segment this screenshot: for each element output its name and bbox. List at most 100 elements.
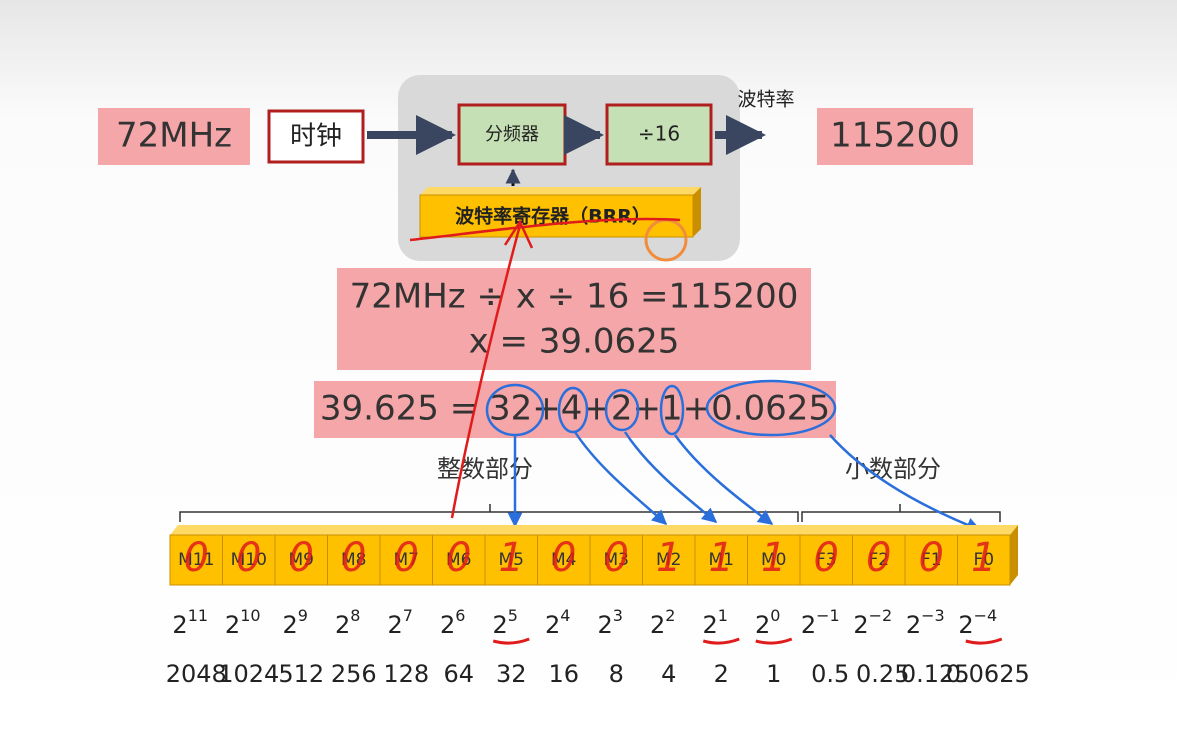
bit-cell: [484, 534, 538, 586]
weight: 256: [331, 660, 377, 688]
power-exponent: 2: [665, 606, 675, 625]
handwritten-digit: 0: [551, 535, 576, 581]
weight: 2048: [166, 660, 227, 688]
power-base: 2: [755, 611, 770, 639]
power: 211: [172, 606, 208, 640]
equation-box: [337, 268, 811, 370]
input-box: [98, 108, 250, 165]
bit-cell: [222, 534, 276, 586]
bit-cell: [327, 534, 381, 586]
weight: 1: [766, 660, 781, 688]
power-exponent: 3: [613, 606, 623, 625]
equation-line: 72MHz ÷ x ÷ 16 =115200: [350, 277, 799, 317]
bit-cell: [169, 534, 223, 586]
power: 29: [283, 606, 308, 640]
annotation: [492, 637, 530, 645]
power: 23: [598, 606, 623, 640]
weight: 4: [661, 660, 676, 688]
equation-line: x = 39.0625: [469, 322, 680, 362]
bit-row-side: [1010, 525, 1018, 585]
power-base: 2: [906, 611, 921, 639]
clock-box: [267, 109, 365, 164]
annotation: [965, 637, 1003, 645]
bit-label: M5: [499, 550, 524, 570]
power: 2−2: [853, 606, 892, 640]
power: 2−3: [906, 606, 945, 640]
weight: 0.25: [856, 660, 909, 688]
handwritten-digit: 0: [184, 535, 209, 581]
handwritten-digit: 1: [656, 535, 681, 581]
decomposition-box: [314, 381, 836, 438]
power: 2−1: [801, 606, 840, 640]
bit-label: M2: [656, 550, 681, 570]
power-exponent: 9: [298, 606, 308, 625]
register-side: [693, 187, 701, 237]
power: 28: [335, 606, 360, 640]
power-exponent: −1: [816, 606, 840, 625]
power-base: 2: [958, 611, 973, 639]
handwritten-digit: 0: [919, 535, 944, 581]
power-exponent: −4: [974, 606, 998, 625]
handwritten-digit: 1: [709, 535, 734, 581]
power-base: 2: [225, 611, 240, 639]
bit-label: F2: [868, 550, 889, 570]
power-base: 2: [493, 611, 508, 639]
weight: 128: [383, 660, 429, 688]
weight: 16: [548, 660, 579, 688]
power-base: 2: [703, 611, 718, 639]
power-exponent: 4: [560, 606, 570, 625]
power: 21: [703, 606, 728, 640]
power-base: 2: [801, 611, 816, 639]
section-label: 小数部分: [845, 455, 941, 483]
power-base: 2: [853, 611, 868, 639]
weight: 0.5: [811, 660, 849, 688]
bit-label: F1: [921, 550, 942, 570]
bit-label: M11: [178, 550, 214, 570]
power-base: 2: [598, 611, 613, 639]
power-base: 2: [545, 611, 560, 639]
handwritten-digit: 0: [341, 535, 366, 581]
handwritten-digit: 0: [604, 535, 629, 581]
bit-row-top: [170, 525, 1018, 535]
annotation: [755, 637, 793, 645]
bit-label: M9: [289, 550, 314, 570]
bit-label: M8: [341, 550, 366, 570]
annotation: [409, 217, 681, 519]
output-box: [817, 108, 973, 165]
div16-box: [605, 103, 713, 166]
input-label: 72MHz: [116, 116, 232, 156]
bit-cell: [904, 534, 958, 586]
power-base: 2: [388, 611, 403, 639]
bit-cell: [799, 534, 853, 586]
power-base: 2: [650, 611, 665, 639]
weight: 1024: [218, 660, 279, 688]
bit-label: F0: [973, 550, 994, 570]
power: 24: [545, 606, 570, 640]
weight: 512: [278, 660, 324, 688]
handwritten-digit: 0: [289, 535, 314, 581]
bit-label: M1: [709, 550, 734, 570]
power: 2−4: [958, 606, 997, 640]
handwritten-digit: 0: [866, 535, 891, 581]
bit-label: M7: [394, 550, 419, 570]
power: 20: [755, 606, 780, 640]
power-base: 2: [440, 611, 455, 639]
bit-cell: [432, 534, 486, 586]
handwritten-digit: 1: [971, 535, 996, 581]
bit-cell: [589, 534, 643, 586]
weight: 0.125: [901, 660, 970, 688]
bit-label: M4: [551, 550, 576, 570]
power-exponent: 6: [455, 606, 465, 625]
register-label: 波特率寄存器（BRR）: [455, 205, 651, 228]
power-base: 2: [283, 611, 298, 639]
decomposition: 39.625 = 32+4+2+1+0.0625: [320, 389, 830, 429]
weight: 8: [609, 660, 624, 688]
section-label: 整数部分: [437, 455, 533, 483]
bit-label: M6: [446, 550, 471, 570]
annotation: [702, 637, 740, 645]
handwritten-digit: 0: [446, 535, 471, 581]
power-exponent: 8: [350, 606, 360, 625]
handwritten-digit: 0: [394, 535, 419, 581]
output-label: 115200: [830, 116, 960, 156]
